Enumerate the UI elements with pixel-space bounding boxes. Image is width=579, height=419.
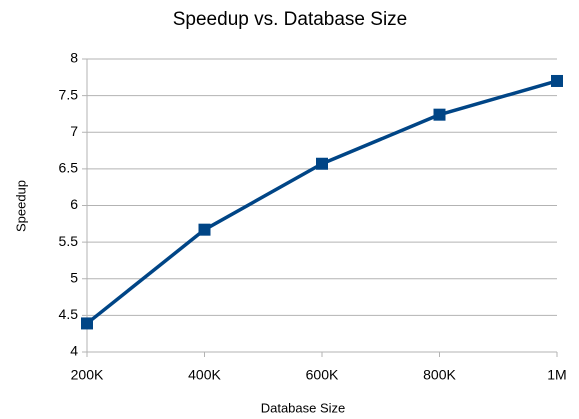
x-tick-label: 600K <box>306 367 339 383</box>
x-tick-label: 1M <box>547 367 566 383</box>
y-tick-label: 5.5 <box>59 233 79 249</box>
x-tick-label: 200K <box>71 367 104 383</box>
y-tick-label: 7.5 <box>59 86 79 102</box>
point-marker <box>433 108 446 121</box>
series-line <box>85 79 558 325</box>
x-tick-label: 800K <box>423 367 456 383</box>
y-tick-label: 4 <box>70 343 78 359</box>
point-marker <box>198 223 211 236</box>
y-axis-label: Speedup <box>13 180 28 232</box>
y-tick-label: 8 <box>70 50 78 66</box>
y-tick-label: 4.5 <box>59 306 79 322</box>
x-tick-label: 400K <box>188 367 221 383</box>
x-axis-label: Database Size <box>261 400 346 415</box>
y-tick-label: 6.5 <box>59 160 79 176</box>
y-tick-label: 6 <box>70 196 78 212</box>
point-marker <box>551 74 563 87</box>
point-marker <box>81 317 93 330</box>
chart-title: Speedup vs. Database Size <box>173 9 408 30</box>
y-tick-label: 5 <box>70 269 78 285</box>
point-marker <box>316 157 328 170</box>
y-tick-label: 7 <box>70 123 78 139</box>
